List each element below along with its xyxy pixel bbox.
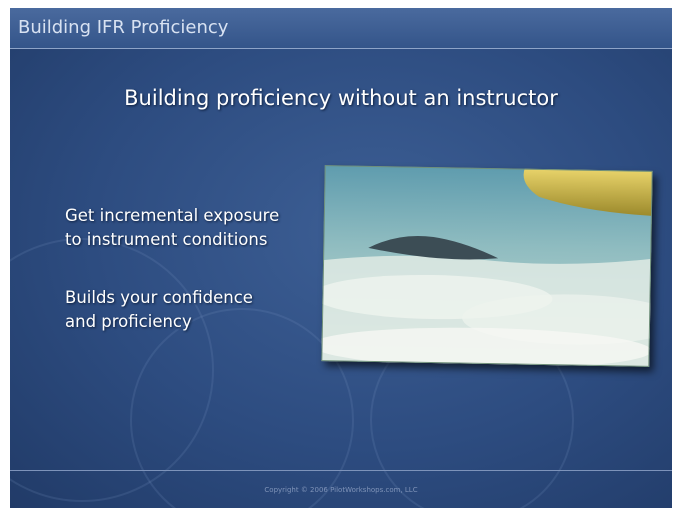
- bullet: Get incremental exposure to instrument c…: [65, 204, 279, 252]
- page: Building IFR Proficiency Building profic…: [0, 0, 680, 513]
- header-bar: Building IFR Proficiency: [10, 8, 672, 49]
- slide: Building IFR Proficiency Building profic…: [10, 8, 672, 508]
- bullet-line: and proficiency: [65, 310, 253, 334]
- photo: [321, 165, 652, 367]
- bullet-line: Get incremental exposure: [65, 204, 279, 228]
- slide-title: Building proficiency without an instruct…: [10, 86, 672, 110]
- bullet-line: Builds your confidence: [65, 286, 253, 310]
- copyright: Copyright © 2006 PilotWorkshops.com, LLC: [10, 486, 672, 494]
- bullet-line: to instrument conditions: [65, 228, 279, 252]
- header-title: Building IFR Proficiency: [18, 17, 228, 38]
- footer-line: [10, 470, 672, 471]
- bullet: Builds your confidence and proficiency: [65, 286, 253, 334]
